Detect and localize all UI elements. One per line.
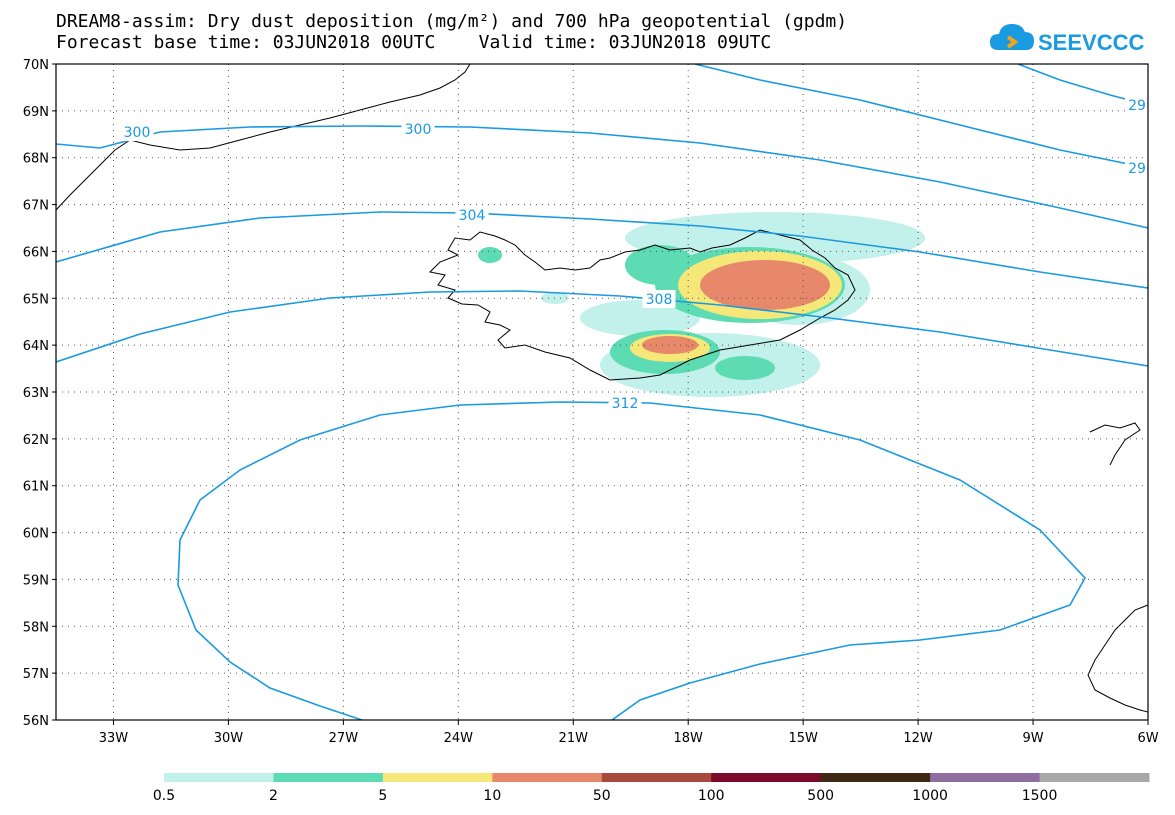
lon-tick-label: 24W: [444, 731, 474, 746]
lat-tick-label: 66N: [23, 245, 49, 260]
legend-swatch: [492, 773, 603, 782]
legend-label: 1000: [912, 788, 948, 804]
legend-swatch: [382, 773, 493, 782]
legend-swatch: [601, 773, 712, 782]
lat-tick-label: 65N: [23, 292, 49, 307]
legend-label: 500: [807, 788, 834, 804]
lon-tick-label: 15W: [788, 731, 818, 746]
contour-label: 304: [459, 208, 486, 224]
lat-tick-label: 68N: [23, 152, 49, 167]
lat-tick-label: 64N: [23, 339, 49, 354]
legend-swatch: [273, 773, 384, 782]
contour-296a: [694, 64, 1148, 169]
lat-tick-label: 63N: [23, 386, 49, 401]
lat-tick-label: 60N: [23, 527, 49, 542]
legend-label: 100: [698, 788, 725, 804]
lat-tick-label: 57N: [23, 667, 49, 682]
lon-tick-label: 6W: [1137, 731, 1158, 746]
contour-label: 312: [612, 396, 639, 412]
lat-tick-label: 58N: [23, 620, 49, 635]
lon-tick-label: 9W: [1022, 731, 1043, 746]
contour-label: 308: [646, 292, 673, 308]
contour-labels: 300 300 304 308 312 29 29: [120, 96, 1149, 412]
graticule: [56, 64, 1148, 720]
lon-tick-label: 33W: [99, 731, 129, 746]
lon-tick-label: 27W: [329, 731, 359, 746]
legend-label: 2: [269, 788, 278, 804]
legend-swatch: [164, 773, 274, 782]
lat-tick-label: 62N: [23, 433, 49, 448]
lat-tick-label: 61N: [23, 480, 49, 495]
chart-subtitle: Forecast base time: 03JUN2018 00UTC Vali…: [56, 32, 772, 53]
lon-tick-label: 21W: [559, 731, 589, 746]
legend-label: 0.5: [153, 788, 175, 804]
contour-label: 300: [124, 125, 151, 141]
legend-label: 1500: [1022, 788, 1058, 804]
contour-label: 300: [405, 122, 432, 138]
contour-312: [177, 401, 1086, 720]
chart-title: DREAM8-assim: Dry dust deposition (mg/m²…: [56, 11, 848, 32]
legend-swatch: [820, 773, 931, 782]
lat-tick-label: 67N: [23, 199, 49, 214]
cloud-icon: [990, 24, 1034, 50]
lat-tick-label: 70N: [23, 58, 49, 73]
lat-tick-label: 59N: [23, 573, 49, 588]
lon-tick-label: 12W: [903, 731, 933, 746]
legend-label: 50: [593, 788, 611, 804]
contour-label: 29: [1128, 161, 1146, 177]
legend-swatch: [711, 773, 822, 782]
dust-deposition-field: [478, 212, 925, 397]
longitude-axis: 33W 30W 27W 24W 21W 18W 15W 12W 9W 6W: [99, 720, 1159, 746]
lon-tick-label: 18W: [674, 731, 704, 746]
lon-tick-label: 30W: [214, 731, 244, 746]
coastlines: [56, 64, 1148, 713]
contour-308: [56, 290, 1148, 367]
legend-swatch: [1039, 773, 1150, 782]
legend-label: 10: [483, 788, 501, 804]
contour-label: 29: [1128, 98, 1146, 114]
seevccc-logo: SEEVCCC: [990, 18, 1150, 58]
color-legend: 0.5 2 5 10 50 100 500 1000 1500: [153, 773, 1150, 804]
legend-swatch: [930, 773, 1041, 782]
contour-304: [56, 211, 1148, 289]
lat-tick-label: 56N: [23, 714, 49, 729]
lat-tick-label: 69N: [23, 105, 49, 120]
latitude-axis: 56N 57N 58N 59N 60N 61N 62N 63N 64N 65N 66N 67N 68N 6…: [23, 58, 56, 729]
legend-label: 5: [378, 788, 387, 804]
logo-text: SEEVCCC: [1038, 30, 1144, 55]
